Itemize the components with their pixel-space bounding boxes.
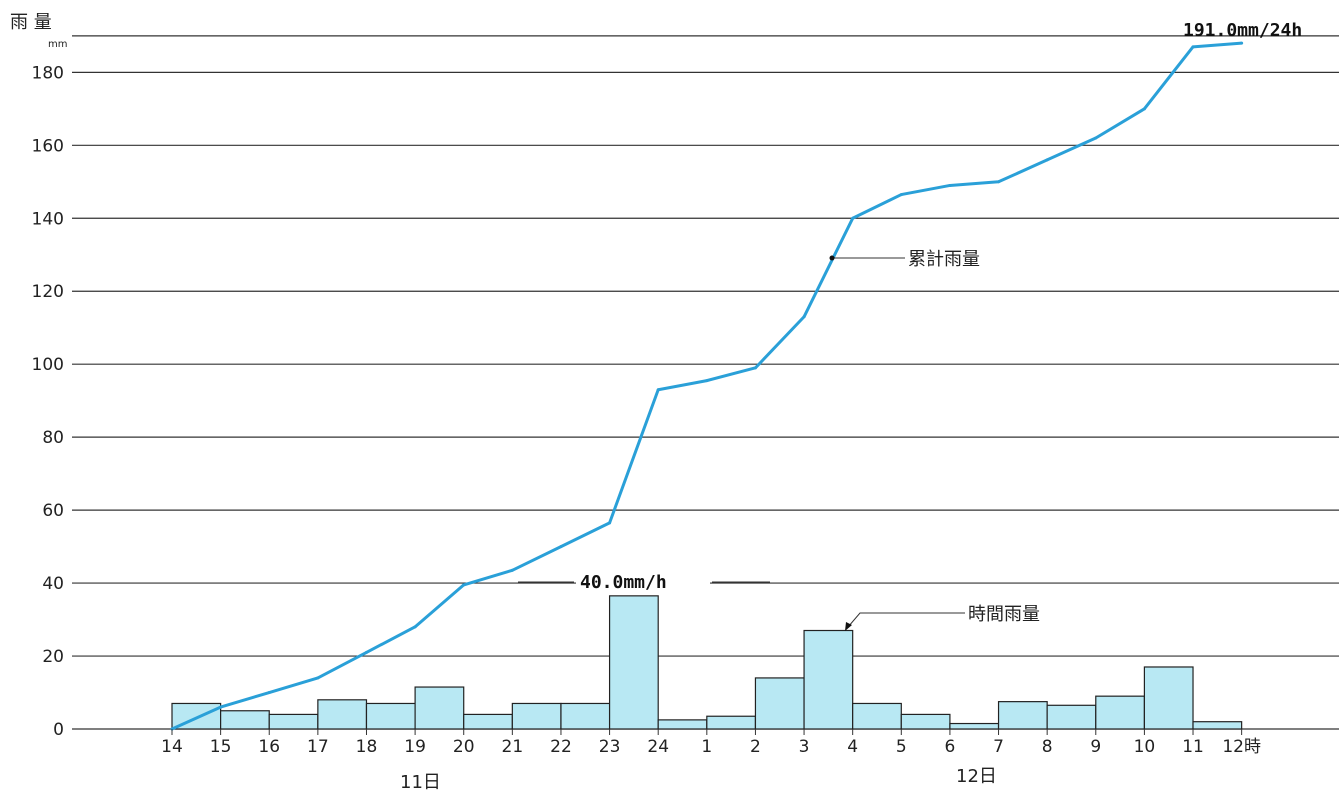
x-tick-label-20: 10 — [1134, 737, 1156, 757]
x-axis-ticks: 14 15 16 17 18 19 20 21 22 23 24 1 2 3 4 5 6 7 8 9 10 11 12時 — [161, 729, 1261, 757]
cumulative-point-7 — [510, 568, 514, 572]
y-tick-label-160: 160 — [32, 136, 64, 156]
hourly-bar-1 — [220, 710, 270, 730]
y-tick-label-100: 100 — [32, 355, 64, 375]
x-tick-label-9: 23 — [599, 737, 621, 757]
cumulative-point-5 — [413, 625, 417, 629]
cumulative-point-20 — [1142, 107, 1146, 111]
cumulative-point-3 — [316, 676, 320, 680]
gridlines — [72, 35, 1339, 730]
hourly-bar-9 — [608, 595, 659, 730]
x-tick-label-3: 17 — [307, 737, 329, 757]
hourly-bar-17 — [997, 701, 1048, 730]
hourly-bar-19 — [1095, 695, 1146, 730]
hourly-bar-16 — [949, 722, 1000, 730]
cumulative-point-22 — [1240, 41, 1244, 45]
hourly-bar-15 — [900, 713, 951, 730]
x-tick-label-12: 2 — [750, 737, 761, 757]
cumulative-polyline — [171, 41, 1242, 731]
hourly-bar-6 — [463, 713, 513, 730]
x-tick-label-16: 6 — [945, 737, 956, 757]
x-tick-label-21: 11 — [1182, 737, 1204, 757]
hourly-bar-4 — [365, 702, 416, 730]
cumulative-point-8 — [559, 545, 563, 549]
cumulative-leader-dot — [829, 255, 835, 261]
hourly-bar-10 — [657, 719, 708, 730]
cumulative-point-4 — [364, 650, 368, 654]
hourly-bar-7 — [511, 702, 562, 730]
day-label-11: 11日 — [400, 772, 441, 792]
y-tick-label-60: 60 — [42, 501, 64, 521]
y-tick-label-120: 120 — [32, 282, 64, 302]
peak-annotation-bg — [576, 570, 710, 594]
x-tick-label-11: 1 — [701, 737, 712, 757]
cumulative-point-9 — [608, 521, 612, 525]
x-tick-label-18: 8 — [1042, 737, 1053, 757]
cumulative-point-17 — [997, 180, 1001, 184]
day-label-12: 12日 — [956, 766, 997, 787]
cumulative-line — [170, 41, 1244, 731]
hourly-bar-13 — [803, 629, 854, 730]
x-tick-label-10: 24 — [647, 737, 669, 757]
cumulative-point-14 — [851, 216, 855, 220]
y-tick-label-80: 80 — [42, 428, 64, 448]
cumulative-point-13 — [802, 315, 806, 319]
cumulative-point-21 — [1191, 45, 1195, 49]
y-axis-label: 雨 量 — [10, 12, 52, 33]
x-tick-label-17: 7 — [993, 737, 1004, 757]
cumulative-point-1 — [219, 705, 223, 709]
x-tick-label-0: 14 — [161, 737, 183, 757]
total-annotation: 191.0mm/24h — [1183, 20, 1302, 41]
y-axis-ticks: 0 20 40 60 80 100 120 140 160 180 — [32, 63, 64, 740]
hourly-bars — [171, 595, 1243, 730]
cumulative-label: 累計雨量 — [908, 249, 980, 270]
hourly-bar-21 — [1192, 721, 1243, 730]
x-tick-label-4: 18 — [356, 737, 378, 757]
cumulative-point-11 — [705, 379, 709, 383]
y-tick-label-180: 180 — [32, 63, 64, 83]
cumulative-point-2 — [267, 691, 271, 695]
hourly-bar-11 — [706, 715, 757, 730]
hourly-bar-5 — [414, 686, 465, 730]
x-tick-label-6: 20 — [453, 737, 475, 757]
cumulative-point-10 — [656, 388, 660, 392]
x-tick-label-19: 9 — [1090, 737, 1101, 757]
y-tick-label-20: 20 — [42, 647, 64, 667]
x-tick-label-15: 5 — [896, 737, 907, 757]
cumulative-point-6 — [462, 583, 466, 587]
hourly-leader-line — [847, 612, 965, 628]
x-tick-label-2: 16 — [258, 737, 280, 757]
hourly-bar-8 — [560, 702, 611, 730]
hourly-bar-3 — [317, 699, 368, 730]
y-tick-label-0: 0 — [53, 720, 64, 740]
x-tick-label-13: 3 — [799, 737, 810, 757]
cumulative-point-12 — [753, 366, 757, 370]
y-axis-unit: mm — [48, 39, 67, 50]
cumulative-point-18 — [1045, 158, 1049, 162]
cumulative-point-15 — [899, 193, 903, 197]
hourly-bar-20 — [1143, 666, 1194, 730]
x-tick-label-1: 15 — [210, 737, 232, 757]
hourly-bar-2 — [268, 713, 319, 730]
peak-annotation: 40.0mm/h — [580, 572, 667, 593]
x-tick-label-8: 22 — [550, 737, 572, 757]
y-tick-label-140: 140 — [32, 209, 64, 229]
hourly-leader-arrow — [845, 622, 852, 631]
x-tick-label-14: 4 — [847, 737, 858, 757]
x-tick-label-7: 21 — [502, 737, 524, 757]
x-tick-label-22: 12時 — [1222, 737, 1261, 757]
y-tick-label-40: 40 — [42, 574, 64, 594]
hourly-bar-14 — [852, 702, 902, 730]
hourly-bar-18 — [1046, 704, 1097, 730]
cumulative-point-19 — [1094, 136, 1098, 140]
x-tick-label-5: 19 — [404, 737, 426, 757]
hourly-label: 時間雨量 — [968, 604, 1040, 625]
cumulative-point-16 — [948, 183, 952, 187]
hourly-bar-12 — [754, 677, 805, 730]
